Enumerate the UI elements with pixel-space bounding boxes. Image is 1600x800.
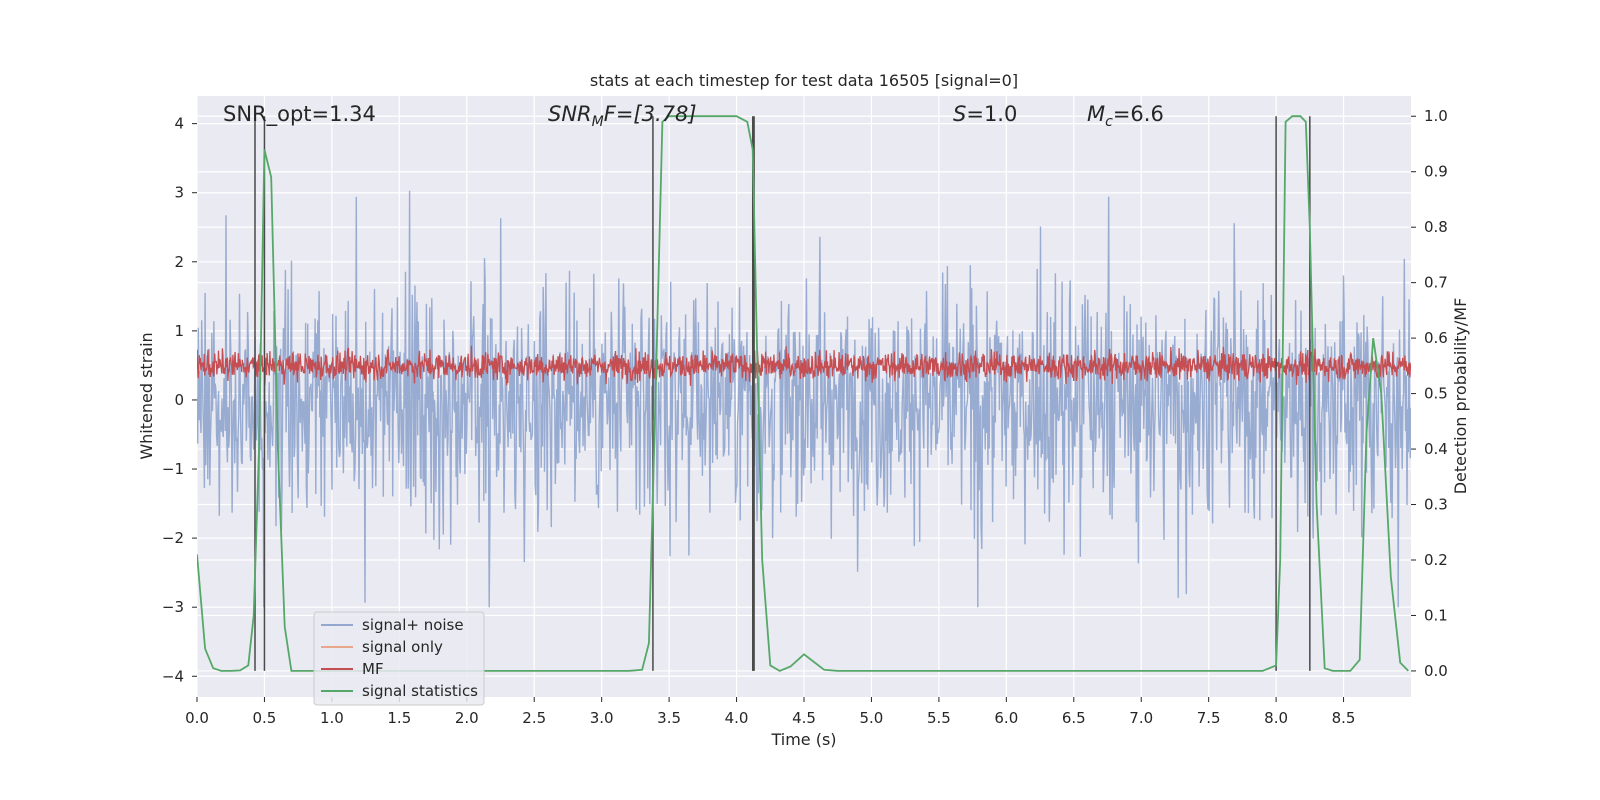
annotation-s-base: S bbox=[953, 102, 966, 126]
x-tick-label: 5.5 bbox=[927, 709, 951, 727]
x-tick-label: 2.0 bbox=[455, 709, 479, 727]
y2-ticks: 0.0 0.1 0.2 0.3 0.4 0.5 0.6 0.7 0.8 0.9 1.0 bbox=[1411, 107, 1448, 680]
series-mf-line bbox=[197, 343, 1411, 386]
x-tick-label: 7.0 bbox=[1129, 709, 1153, 727]
x-axis-label: Time (s) bbox=[770, 730, 836, 749]
x-tick-label: 0.5 bbox=[253, 709, 277, 727]
y-tick-label: −4 bbox=[162, 667, 184, 685]
series-signal-noise bbox=[197, 190, 1411, 608]
y2-axis-label: Detection probability/MF bbox=[1451, 298, 1470, 495]
y-tick-label: 1 bbox=[174, 322, 184, 340]
y2-tick-label: 0.9 bbox=[1424, 163, 1448, 181]
annotation-snr-mf-base: SNR bbox=[548, 102, 592, 126]
y-tick-label: 0 bbox=[174, 391, 184, 409]
x-tick-label: 4.5 bbox=[792, 709, 816, 727]
chart-title: stats at each timestep for test data 165… bbox=[590, 71, 1018, 90]
y-tick-label: 2 bbox=[174, 253, 184, 271]
x-tick-label: 1.0 bbox=[320, 709, 344, 727]
x-tick-label: 0.0 bbox=[185, 709, 209, 727]
y-ticks: −4 −3 −2 −1 0 1 2 3 4 bbox=[162, 115, 197, 685]
x-tick-label: 3.5 bbox=[657, 709, 681, 727]
y2-tick-label: 0.1 bbox=[1424, 606, 1448, 624]
y2-tick-label: 1.0 bbox=[1424, 107, 1448, 125]
y2-tick-label: 0.3 bbox=[1424, 496, 1448, 514]
series-signal-statistics-group bbox=[197, 115, 1409, 672]
legend-entry-label: signal only bbox=[362, 638, 443, 656]
y2-tick-label: 0.6 bbox=[1424, 329, 1448, 347]
annotation-s-rest: =1.0 bbox=[966, 102, 1017, 126]
x-tick-label: 6.0 bbox=[994, 709, 1018, 727]
y-axis-label: Whitened strain bbox=[137, 332, 156, 459]
x-tick-label: 8.0 bbox=[1264, 709, 1288, 727]
annotation-mc-rest: =6.6 bbox=[1113, 102, 1164, 126]
legend-entry-label: MF bbox=[362, 660, 384, 678]
annotation-snr-mf: SNRMF=[3.78] bbox=[548, 102, 697, 130]
vertical-markers bbox=[254, 116, 1311, 671]
y2-tick-label: 0.5 bbox=[1424, 385, 1448, 403]
y-tick-label: −2 bbox=[162, 529, 184, 547]
series-signal-statistics bbox=[197, 115, 1409, 672]
annotation-mc-sub: c bbox=[1105, 114, 1113, 130]
y2-tick-label: 0.7 bbox=[1424, 274, 1448, 292]
y-tick-label: 4 bbox=[174, 115, 184, 133]
y-tick-label: −3 bbox=[162, 598, 184, 616]
annotation-snr-opt: SNR_opt=1.34 bbox=[223, 102, 376, 127]
x-tick-label: 5.0 bbox=[860, 709, 884, 727]
annotation-s: S=1.0 bbox=[953, 102, 1017, 126]
x-tick-label: 4.0 bbox=[725, 709, 749, 727]
y2-tick-label: 0.4 bbox=[1424, 440, 1448, 458]
series-mf bbox=[197, 343, 1411, 386]
x-ticks: 0.0 0.5 1.0 1.5 2.0 2.5 3.0 3.5 4.0 4.5 5.0 5.5 6.0 6… bbox=[185, 697, 1355, 727]
x-tick-label: 2.5 bbox=[522, 709, 546, 727]
y2-tick-label: 0.2 bbox=[1424, 551, 1448, 569]
legend-box bbox=[313, 611, 485, 706]
legend-entry-label: signal+ noise bbox=[362, 616, 464, 634]
legend-entry-label: signal statistics bbox=[362, 682, 478, 700]
x-tick-label: 8.5 bbox=[1332, 709, 1356, 727]
legend: signal+ noise signal only MF signal statist… bbox=[313, 611, 485, 706]
annotation-snr-mf-sub: M bbox=[592, 114, 604, 130]
y-tick-label: −1 bbox=[162, 460, 184, 478]
y2-tick-label: 0.8 bbox=[1424, 218, 1448, 236]
series-signal-noise-line bbox=[197, 190, 1411, 608]
annotation-mc: Mc=6.6 bbox=[1087, 102, 1164, 130]
x-tick-label: 1.5 bbox=[387, 709, 411, 727]
x-tick-label: 7.5 bbox=[1197, 709, 1221, 727]
y2-tick-label: 0.0 bbox=[1424, 662, 1448, 680]
annotation-snr-mf-rest: F=[3.78] bbox=[604, 102, 697, 126]
x-tick-label: 6.5 bbox=[1062, 709, 1086, 727]
x-tick-label: 3.0 bbox=[590, 709, 614, 727]
annotation-mc-base: M bbox=[1087, 102, 1105, 126]
y-tick-label: 3 bbox=[174, 184, 184, 202]
